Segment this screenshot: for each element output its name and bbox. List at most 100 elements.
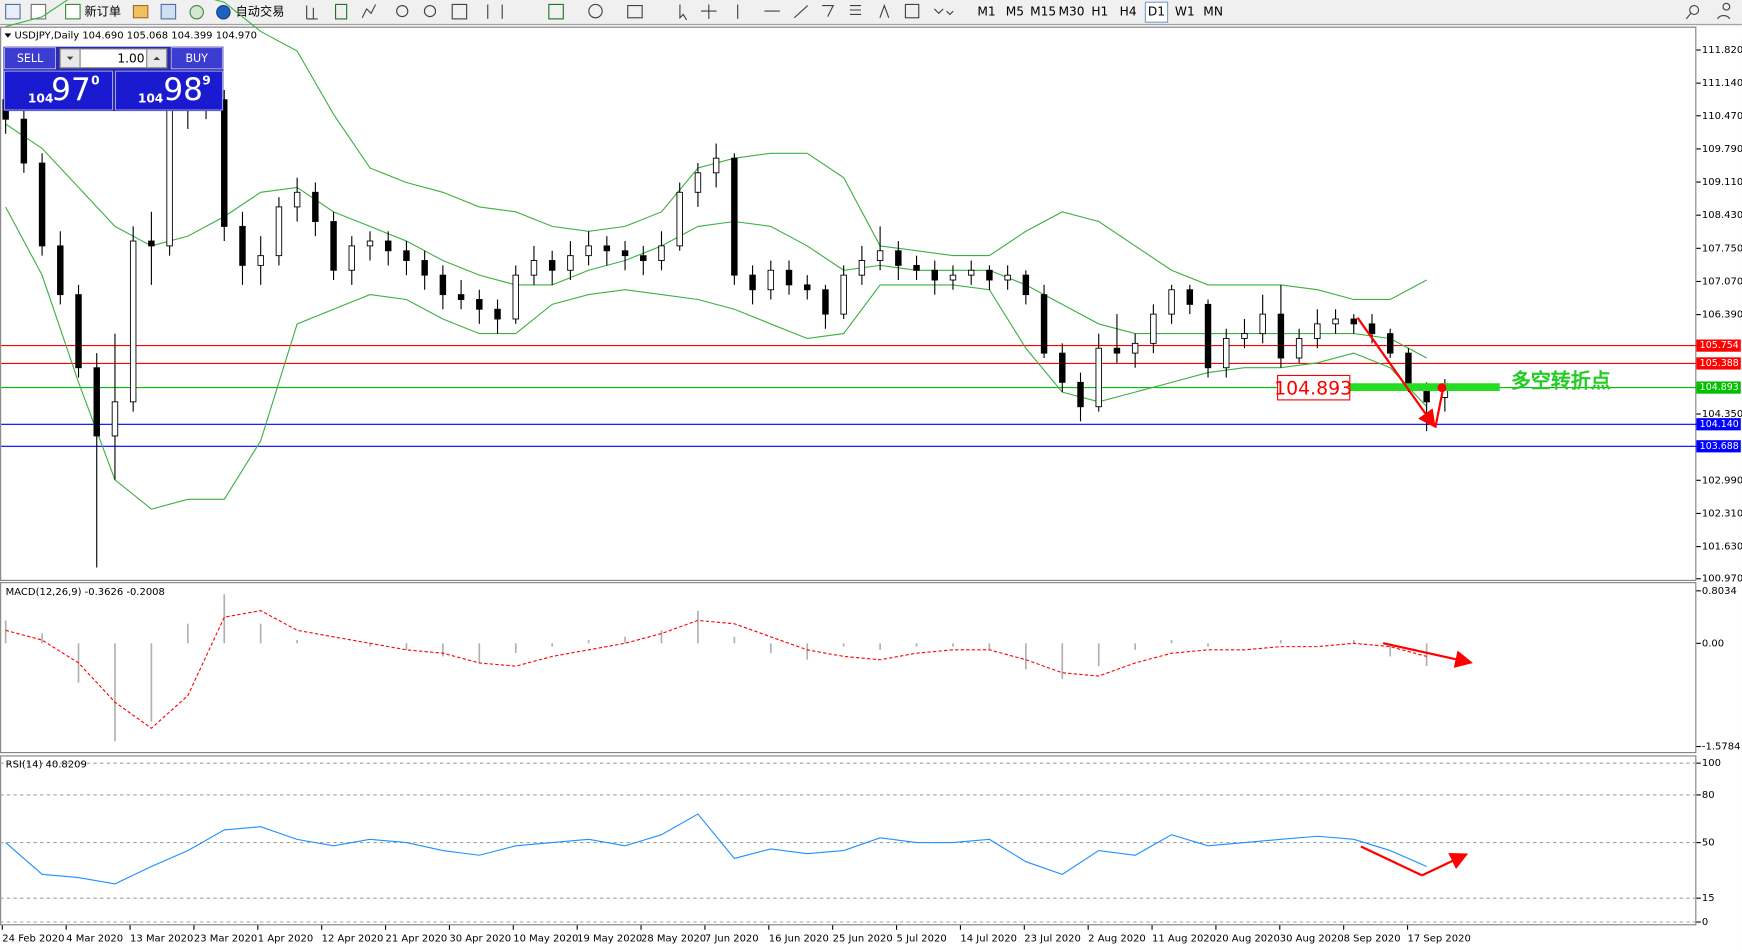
- buy-button[interactable]: [170, 47, 223, 70]
- x-tick-label: 10 May 2020: [513, 934, 578, 945]
- candle-body: [93, 367, 100, 437]
- icon[interactable]: [588, 3, 603, 19]
- icon[interactable]: [451, 3, 468, 20]
- candle-body: [1314, 323, 1321, 339]
- band-line: [5, 123, 1427, 359]
- search-icon[interactable]: [1689, 4, 1700, 15]
- chart-title: USDJPY,Daily 104.690 105.068 104.399 104…: [15, 31, 257, 42]
- icon[interactable]: [1685, 12, 1692, 20]
- icon[interactable]: [849, 4, 862, 15]
- timeframe[interactable]: H1: [1091, 5, 1108, 19]
- timeframe[interactable]: D1: [1148, 5, 1165, 19]
- lots[interactable]: 1.00: [117, 51, 144, 65]
- icon[interactable]: [904, 3, 920, 19]
- timeframe[interactable]: M15: [1030, 5, 1056, 19]
- band-line: [5, 206, 1428, 510]
- icon[interactable]: [132, 4, 149, 19]
- x-tick-label: 2 Aug 2020: [1088, 934, 1146, 945]
- level-label: 105.754: [1700, 340, 1739, 351]
- timeframe[interactable]: M5: [1006, 5, 1024, 19]
- auto-trade-icon[interactable]: [216, 4, 231, 20]
- level-label: 104.140: [1700, 419, 1739, 430]
- buy-price-box[interactable]: [115, 70, 223, 111]
- auto-trade[interactable]: 自动交易: [236, 4, 285, 19]
- candle-body: [603, 245, 611, 252]
- new-order[interactable]: 新订单: [85, 4, 122, 19]
- level-tag: [1696, 381, 1741, 394]
- icon[interactable]: [737, 4, 835, 19]
- buy-label[interactable]: BUY: [185, 52, 208, 65]
- candle-body: [1059, 352, 1066, 383]
- toolbar-bg: [0, 0, 1742, 25]
- icon[interactable]: [189, 4, 204, 20]
- timeframe[interactable]: M30: [1058, 5, 1084, 19]
- candle-body: [530, 260, 538, 276]
- candle-body: [257, 255, 264, 266]
- icon[interactable]: [160, 3, 177, 20]
- x-tick-label: 14 Jul 2020: [960, 934, 1017, 945]
- icon[interactable]: [396, 4, 409, 18]
- level-label: 104.893: [1700, 382, 1739, 393]
- candle-body: [512, 274, 519, 320]
- candle-body: [1150, 313, 1157, 344]
- x-tick-label: 8 Sep 2020: [1344, 934, 1401, 945]
- candle-body: [785, 269, 793, 286]
- icon[interactable]: [5, 3, 21, 20]
- icon[interactable]: [30, 3, 47, 20]
- marker-dot: [1437, 383, 1447, 393]
- account-icon[interactable]: [1716, 2, 1731, 20]
- x-tick-label: 28 May 2020: [641, 934, 706, 945]
- candle-body: [1168, 289, 1175, 315]
- timeframes: M1 M5 M15 M30 H1 H4 D1 W1 MN: [977, 5, 1223, 19]
- candle-body: [494, 308, 501, 320]
- x-tick-label: 5 Jul 2020: [897, 934, 947, 945]
- y-tick-label: 0: [1702, 917, 1708, 928]
- candle-body: [567, 255, 574, 271]
- candle-body: [1386, 333, 1394, 354]
- x-tick-label: 30 Aug 2020: [1280, 934, 1344, 945]
- candle-body: [1113, 347, 1121, 354]
- candle-body: [1223, 338, 1230, 369]
- icon[interactable]: [879, 3, 890, 18]
- icon[interactable]: [933, 8, 954, 16]
- panel-frames: [0, 26, 1697, 926]
- timeframe[interactable]: M1: [977, 5, 995, 19]
- y-tick-label: 111.820: [1702, 45, 1742, 56]
- y-tick-label: 104.350: [1702, 409, 1742, 420]
- candle-body: [1295, 338, 1303, 359]
- active-timeframe: [1144, 1, 1169, 23]
- x-tick-label: 17 Sep 2020: [1408, 934, 1471, 945]
- rsi-line: [5, 813, 1427, 885]
- y-tick-label: 102.310: [1702, 508, 1742, 519]
- y-tick-label: 111.140: [1702, 78, 1742, 89]
- icon[interactable]: [679, 4, 688, 21]
- candle-body: [731, 157, 738, 276]
- candle-body: [348, 245, 356, 271]
- x-tick-label: 24 Feb 2020: [2, 934, 64, 945]
- icon[interactable]: [306, 5, 318, 20]
- sell-label[interactable]: SELL: [17, 52, 44, 65]
- icon[interactable]: [335, 3, 348, 20]
- candle-body: [840, 274, 847, 315]
- icon[interactable]: [701, 4, 717, 19]
- sell-price-box[interactable]: [4, 70, 113, 111]
- symbol-arrow[interactable]: [4, 33, 12, 38]
- icon[interactable]: [487, 4, 503, 19]
- buy-price-big: 104: [138, 91, 163, 105]
- timeframe[interactable]: MN: [1203, 5, 1223, 19]
- icon[interactable]: [627, 4, 643, 19]
- timeframe[interactable]: H4: [1120, 5, 1137, 19]
- y-tick-label: 101.630: [1702, 542, 1742, 553]
- icon[interactable]: [548, 3, 564, 20]
- y-tick-label: 107.070: [1702, 276, 1742, 287]
- new-order-icon[interactable]: [65, 3, 81, 20]
- timeframe[interactable]: W1: [1175, 5, 1195, 19]
- icon[interactable]: [423, 4, 437, 18]
- candle-body: [312, 191, 319, 222]
- candle-body: [366, 240, 374, 247]
- icon[interactable]: [361, 4, 377, 19]
- candle-body: [1077, 381, 1084, 408]
- candle-body: [712, 157, 720, 174]
- sell-button[interactable]: [4, 47, 56, 70]
